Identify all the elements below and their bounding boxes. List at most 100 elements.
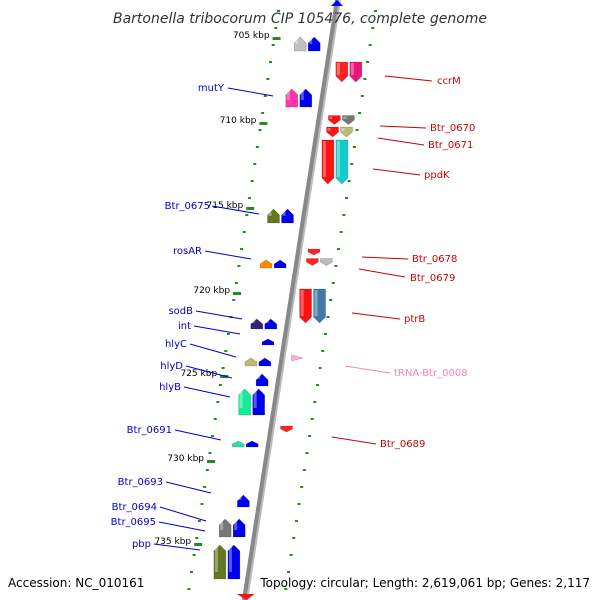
- map-title: Bartonella tribocorum CIP 105476, comple…: [113, 11, 487, 27]
- gene-highlight: [214, 546, 218, 572]
- gene-label: hlyB: [159, 382, 181, 393]
- guide-dot: [352, 146, 356, 148]
- gene-feature: [299, 88, 313, 108]
- guide-dot: [305, 452, 309, 454]
- gene-highlight: [234, 520, 238, 530]
- guide-dot: [218, 384, 222, 386]
- guide-dot: [329, 299, 333, 301]
- guide-dot: [355, 129, 359, 131]
- gene-label: ccrM: [437, 76, 461, 87]
- gene-feature: [231, 440, 245, 448]
- gene-highlight: [309, 38, 313, 44]
- gene-feature: [238, 388, 251, 416]
- guide-dot: [342, 214, 346, 216]
- gene-feature: [299, 288, 312, 324]
- guide-dot: [263, 95, 267, 97]
- gene-feature: [313, 288, 326, 324]
- label-leader-line: [358, 268, 406, 278]
- guide-dot: [358, 112, 362, 114]
- guide-dot: [371, 27, 375, 29]
- scale-tick-label: 715 kbp: [207, 201, 244, 211]
- label-leader-line: [372, 168, 421, 176]
- gene-label: Btr_0691: [127, 425, 172, 436]
- accession-text: Accession: NC_010161: [8, 576, 144, 590]
- label-leader-line: [227, 87, 274, 97]
- guide-dot: [226, 333, 230, 335]
- gene-labels: ccrM mutY Btr_0670 Btr_0671 ppdK Btr_0675 rosA…: [111, 75, 475, 551]
- label-leader-line: [377, 137, 425, 146]
- gene-feature: [252, 388, 265, 416]
- gene-highlight: [239, 390, 243, 408]
- guide-dot: [232, 299, 236, 301]
- gene-highlight: [253, 390, 257, 408]
- scale-tick-label: 705 kbp: [233, 31, 270, 41]
- guide-dot: [258, 129, 262, 131]
- gene-feature: [335, 139, 349, 185]
- label-leader-line: [153, 543, 201, 551]
- gene-feature: [291, 354, 304, 362]
- gene-feature: [349, 61, 363, 83]
- gene-feature: [293, 36, 307, 52]
- gene-feature: [232, 518, 246, 538]
- label-leader-line: [384, 75, 433, 82]
- dotted-guides: [187, 10, 377, 590]
- gene-highlight: [228, 546, 232, 572]
- gene-feature: [267, 208, 280, 224]
- gene-highlight: [341, 128, 345, 131]
- label-leader-line: [211, 205, 260, 215]
- label-leader-line: [185, 365, 233, 379]
- guide-dot: [213, 418, 217, 420]
- top-gene-marker: [331, 0, 343, 6]
- gene-feature: [340, 126, 353, 138]
- guide-dot: [237, 265, 241, 267]
- gene-highlight: [350, 63, 354, 75]
- backbone-line: [242, 0, 339, 600]
- scale-tick-label: 735 kbp: [154, 537, 191, 547]
- scale-ticks: 705 kbp 710 kbp 715 kbp 720 kbp 725 kbp 730 k…: [154, 31, 281, 547]
- scale-tick-mark: [194, 543, 203, 546]
- gene-highlight: [265, 320, 269, 323]
- gene-feature: [237, 494, 250, 508]
- gene-feature: [227, 544, 241, 580]
- gene-label: mutY: [198, 83, 225, 94]
- guide-dot: [321, 350, 325, 352]
- guide-dot: [292, 537, 296, 539]
- guide-dot: [195, 537, 199, 539]
- guide-dot: [373, 10, 377, 12]
- gene-label: Btr_0678: [412, 254, 457, 265]
- guide-dot: [286, 571, 290, 573]
- gene-highlight: [220, 520, 224, 530]
- gene-highlight: [336, 141, 340, 177]
- gene-feature: [273, 259, 287, 269]
- guide-dot: [289, 554, 293, 556]
- gene-feature: [218, 518, 232, 538]
- gene-label: rosAR: [173, 246, 202, 257]
- gene-label: Btr_0695: [111, 517, 156, 528]
- scale-tick-mark: [259, 122, 268, 125]
- genome-summary: Topology: circular; Length: 2,619,061 bp…: [259, 576, 590, 590]
- guide-dot: [339, 231, 343, 233]
- scale-tick-mark: [207, 460, 216, 463]
- guide-dot: [187, 588, 191, 590]
- gene-feature: [213, 544, 227, 580]
- guide-dot: [363, 78, 367, 80]
- gene-feature: [250, 318, 264, 330]
- gene-feature: [245, 440, 259, 448]
- gene-feature: [244, 357, 258, 367]
- scale-tick-mark: [220, 375, 229, 378]
- scale-tick-mark: [272, 37, 281, 40]
- scale-tick-label: 730 kbp: [167, 454, 204, 464]
- gene-highlight: [251, 320, 255, 323]
- guide-dot: [253, 163, 257, 165]
- gene-feature: [281, 208, 294, 224]
- gene-highlight: [336, 63, 340, 75]
- guide-dot: [266, 78, 270, 80]
- guide-dot: [221, 367, 225, 369]
- gene-label: Btr_0679: [410, 273, 455, 284]
- gene-label: Btr_0689: [380, 439, 425, 450]
- guide-dot: [302, 469, 306, 471]
- gene-label: ppdK: [424, 170, 450, 181]
- gene-features: [213, 36, 363, 580]
- gene-highlight: [257, 375, 261, 379]
- guide-dot: [308, 435, 312, 437]
